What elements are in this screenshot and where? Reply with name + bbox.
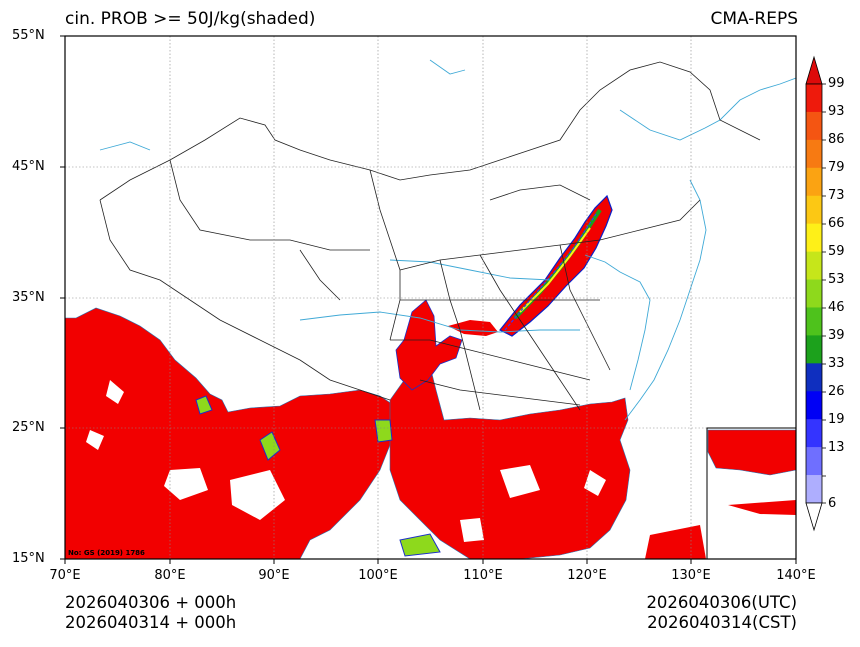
map-review-number: No: GS (2019) 1786 [68,549,145,557]
field-region-inset [707,429,796,476]
colorbar-segment [806,167,822,197]
colorbar-ticks [822,83,826,504]
lon-label-120e: 120°E [567,568,607,583]
colorbar-label: 33 [828,356,845,371]
field-band-north-china-blue [504,213,597,331]
model-name: CMA-REPS [710,9,798,29]
colorbar-label: 59 [828,244,845,259]
colorbar-label: 39 [828,328,845,343]
chart-title: cin. PROB >= 50J/kg(shaded) [65,9,316,29]
lon-label-100e: 100°E [358,568,398,583]
colorbar-label: 53 [828,272,845,287]
lat-label-45n: 45°N [12,159,45,174]
init-time-cst: 2026040314(CST) [647,613,797,632]
field-region-inset-lower [728,500,796,515]
colorbar-label: 79 [828,160,845,175]
administrative-borders [99,61,761,411]
colorbar [805,55,826,532]
field-region-yunnan [395,299,463,391]
init-time-block: 2026040306(UTC) 2026040314(CST) [646,593,797,633]
lon-label-90e: 90°E [258,568,290,583]
init-time-utc: 2026040306(UTC) [646,593,797,612]
lon-label-70e: 70°E [49,568,81,583]
field-greenyellow-patches [195,395,441,557]
colorbar-segment [806,447,822,476]
colorbar-top-arrow [805,55,823,85]
lat-label-25n: 25°N [12,420,45,435]
colorbar-label: 73 [828,188,845,203]
colorbar-segment [806,139,822,169]
lat-label-15n: 15°N [12,551,45,566]
lon-label-110e: 110°E [463,568,503,583]
colorbar-label: 26 [828,384,845,399]
colorbar-bottom-arrow [805,502,823,532]
colorbar-segment [806,195,822,224]
field-region-southeast-asia [389,365,631,559]
lat-label-35n: 35°N [12,290,45,305]
colorbar-segment [806,307,822,336]
colorbar-label: 13 [828,440,845,455]
forecast-time-utc: 2026040306 + 000h [65,593,237,612]
colorbar-segment [806,251,822,280]
colorbar-label: 93 [828,104,845,119]
lon-label-140e: 140°E [776,568,816,583]
colorbar-segment [806,223,822,252]
colorbar-label: 66 [828,216,845,231]
colorbar-segment [806,111,822,141]
colorbar-segment [806,419,822,448]
colorbar-segment [806,475,822,504]
colorbar-label: 99 [828,76,845,91]
colorbar-label: 6 [828,496,837,511]
map-frame [64,35,797,560]
lat-label-55n: 55°N [12,28,45,43]
forecast-time-block: 2026040306 + 000h 2026040314 + 000h [65,593,236,633]
colorbar-segment [806,279,822,308]
lon-label-80e: 80°E [154,568,186,583]
colorbar-segment [806,391,822,420]
forecast-time-cst: 2026040314 + 000h [65,613,237,632]
lon-label-130e: 130°E [671,568,711,583]
colorbar-segment [806,84,822,113]
colorbar-label: 19 [828,412,845,427]
colorbar-segment [806,335,822,364]
field-region-india [65,307,393,559]
gridlines [65,36,796,559]
axis-ticks [60,35,797,564]
colorbar-segment [806,363,822,392]
colorbar-label: 86 [828,132,845,147]
colorbar-label: 46 [828,300,845,315]
